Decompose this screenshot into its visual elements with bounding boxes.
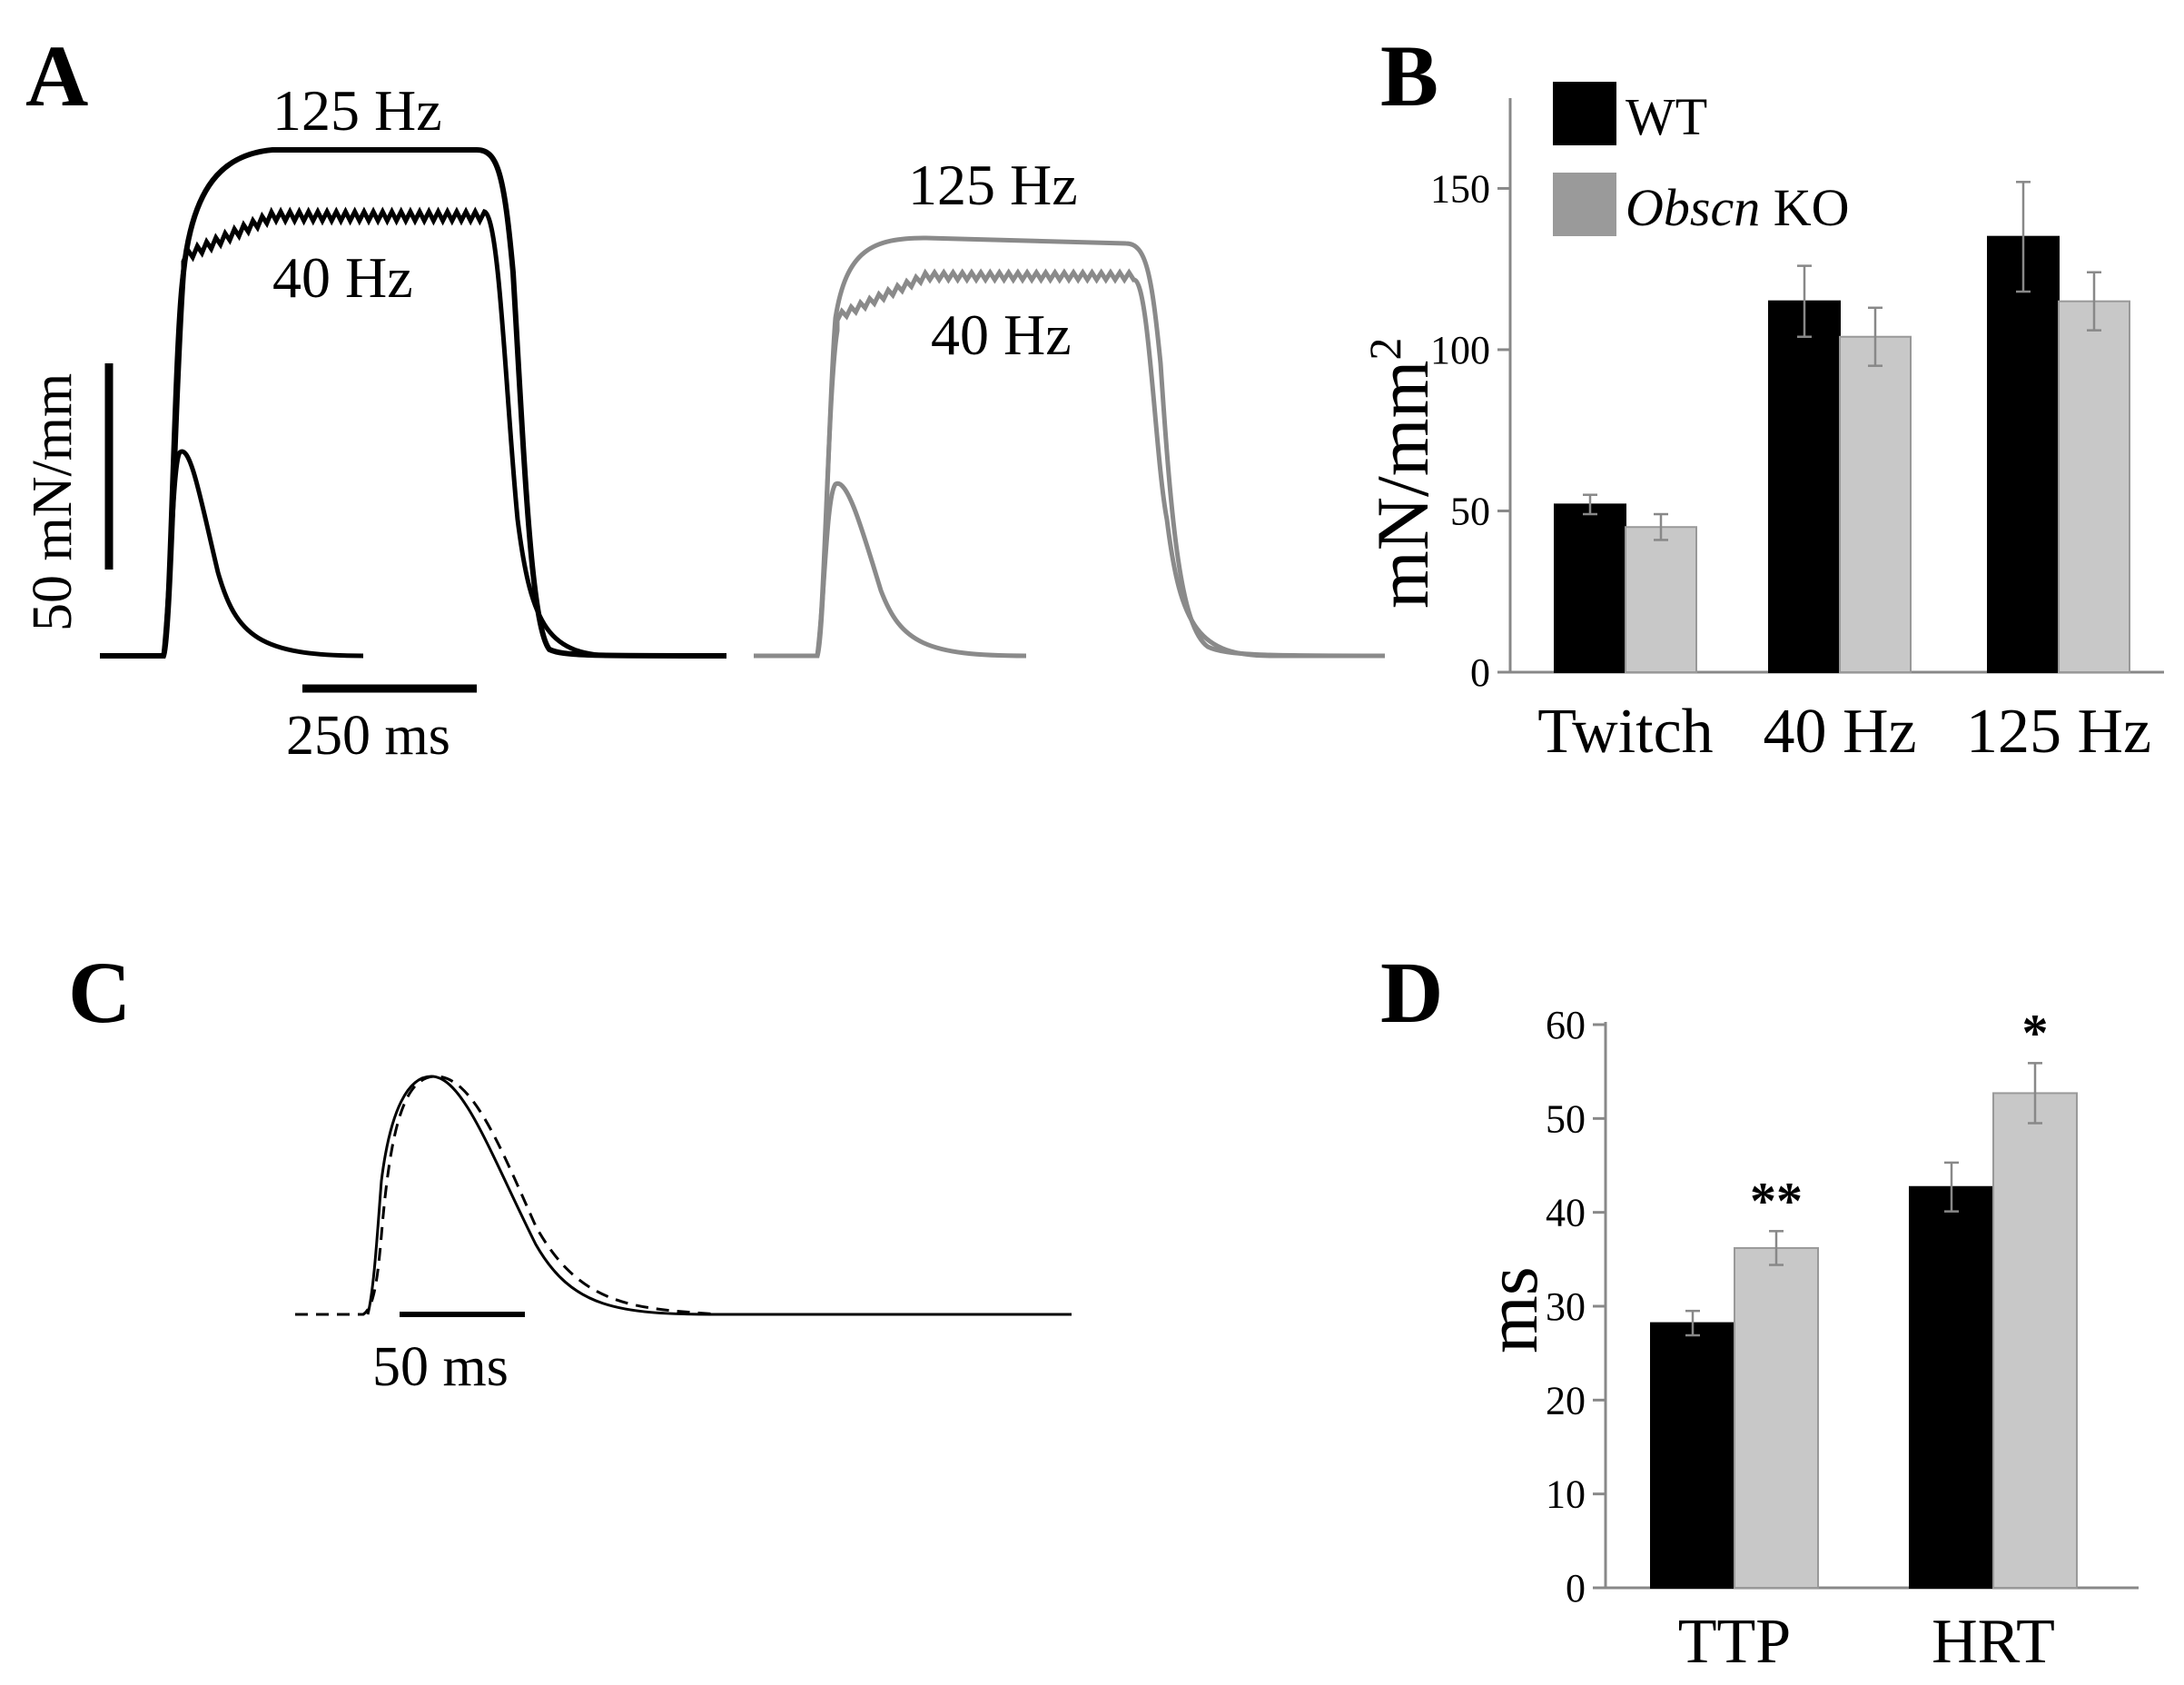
legend-ko-swatch	[1553, 173, 1616, 236]
panel-d-letter: D	[1380, 944, 1443, 1041]
legend-ko-label-rest: KO	[1760, 178, 1849, 237]
ko-twitch-trace	[815, 481, 1027, 659]
y-tick-label: 50	[1450, 489, 1490, 533]
bar-ko	[2058, 300, 2130, 673]
y-tick-label: 50	[1546, 1096, 1586, 1141]
y-tick-label: 40	[1546, 1191, 1586, 1235]
panel-a: A 125 Hz 40 Hz 125 Hz 40 Hz 50 mN/mm 250…	[22, 27, 1386, 767]
bar-ko	[1992, 1092, 2078, 1589]
c-ko-dashed-trace	[295, 1075, 1072, 1316]
legend-wt-swatch	[1553, 82, 1616, 145]
panel-c-letter: C	[68, 944, 131, 1041]
panel-c: C 50 ms	[68, 944, 1072, 1398]
force-scale-label: 50 mN/mm	[22, 373, 84, 631]
time-scale-label: 250 ms	[286, 705, 450, 767]
category-label: Twitch	[1537, 697, 1713, 767]
significance-marker: *	[2022, 1003, 2049, 1062]
y-tick-label: 10	[1546, 1472, 1586, 1517]
ko-40hz-label: 40 Hz	[931, 302, 1072, 367]
legend-wt-label: WT	[1626, 87, 1707, 146]
c-time-scale-label: 50 ms	[372, 1336, 509, 1398]
y-tick-label: 30	[1546, 1284, 1586, 1329]
bar-ko	[1839, 335, 1912, 673]
panel-a-letter: A	[25, 27, 88, 124]
bar-wt	[1909, 1185, 1994, 1590]
bar-ko	[1734, 1246, 1819, 1590]
y-tick-label: 100	[1430, 328, 1490, 372]
category-label: 125 Hz	[1966, 697, 2151, 767]
b-y-axis-label-sup: 2	[1359, 338, 1410, 361]
wt-40hz-label: 40 Hz	[272, 245, 413, 310]
ko-125hz-label: 125 Hz	[908, 153, 1078, 217]
bar-wt	[1650, 1322, 1735, 1589]
c-wt-solid-trace	[366, 1075, 1072, 1316]
category-label: TTP	[1678, 1607, 1791, 1677]
d-y-axis-label: ms	[1470, 1266, 1553, 1353]
wt-125hz-label: 125 Hz	[272, 78, 442, 143]
wt-twitch-trace	[161, 449, 364, 659]
legend-ko-label: Obscn KO	[1626, 178, 1849, 237]
bar-wt	[1554, 503, 1626, 673]
y-tick-label: 0	[1470, 650, 1490, 695]
bar-wt	[1768, 300, 1841, 673]
legend-ko-label-italic: Obscn	[1626, 178, 1760, 237]
wt-125hz-trace	[100, 147, 727, 659]
y-tick-label: 150	[1430, 166, 1490, 211]
category-label: HRT	[1932, 1607, 2055, 1677]
bar-wt	[1987, 235, 2060, 673]
b-y-axis-label: mN/mm2	[1359, 338, 1444, 609]
category-label: 40 Hz	[1763, 697, 1916, 767]
y-tick-label: 60	[1546, 1003, 1586, 1047]
ko-125hz-trace	[754, 235, 1386, 659]
b-y-axis-label-main: mN/mm	[1361, 361, 1444, 609]
bar-ko	[1625, 526, 1697, 674]
wt-40hz-trace	[100, 206, 726, 659]
ko-40hz-trace	[754, 268, 1385, 659]
panel-b-letter: B	[1380, 27, 1438, 124]
y-tick-label: 20	[1546, 1378, 1586, 1422]
y-tick-label: 0	[1566, 1566, 1586, 1611]
significance-marker: **	[1750, 1171, 1803, 1230]
